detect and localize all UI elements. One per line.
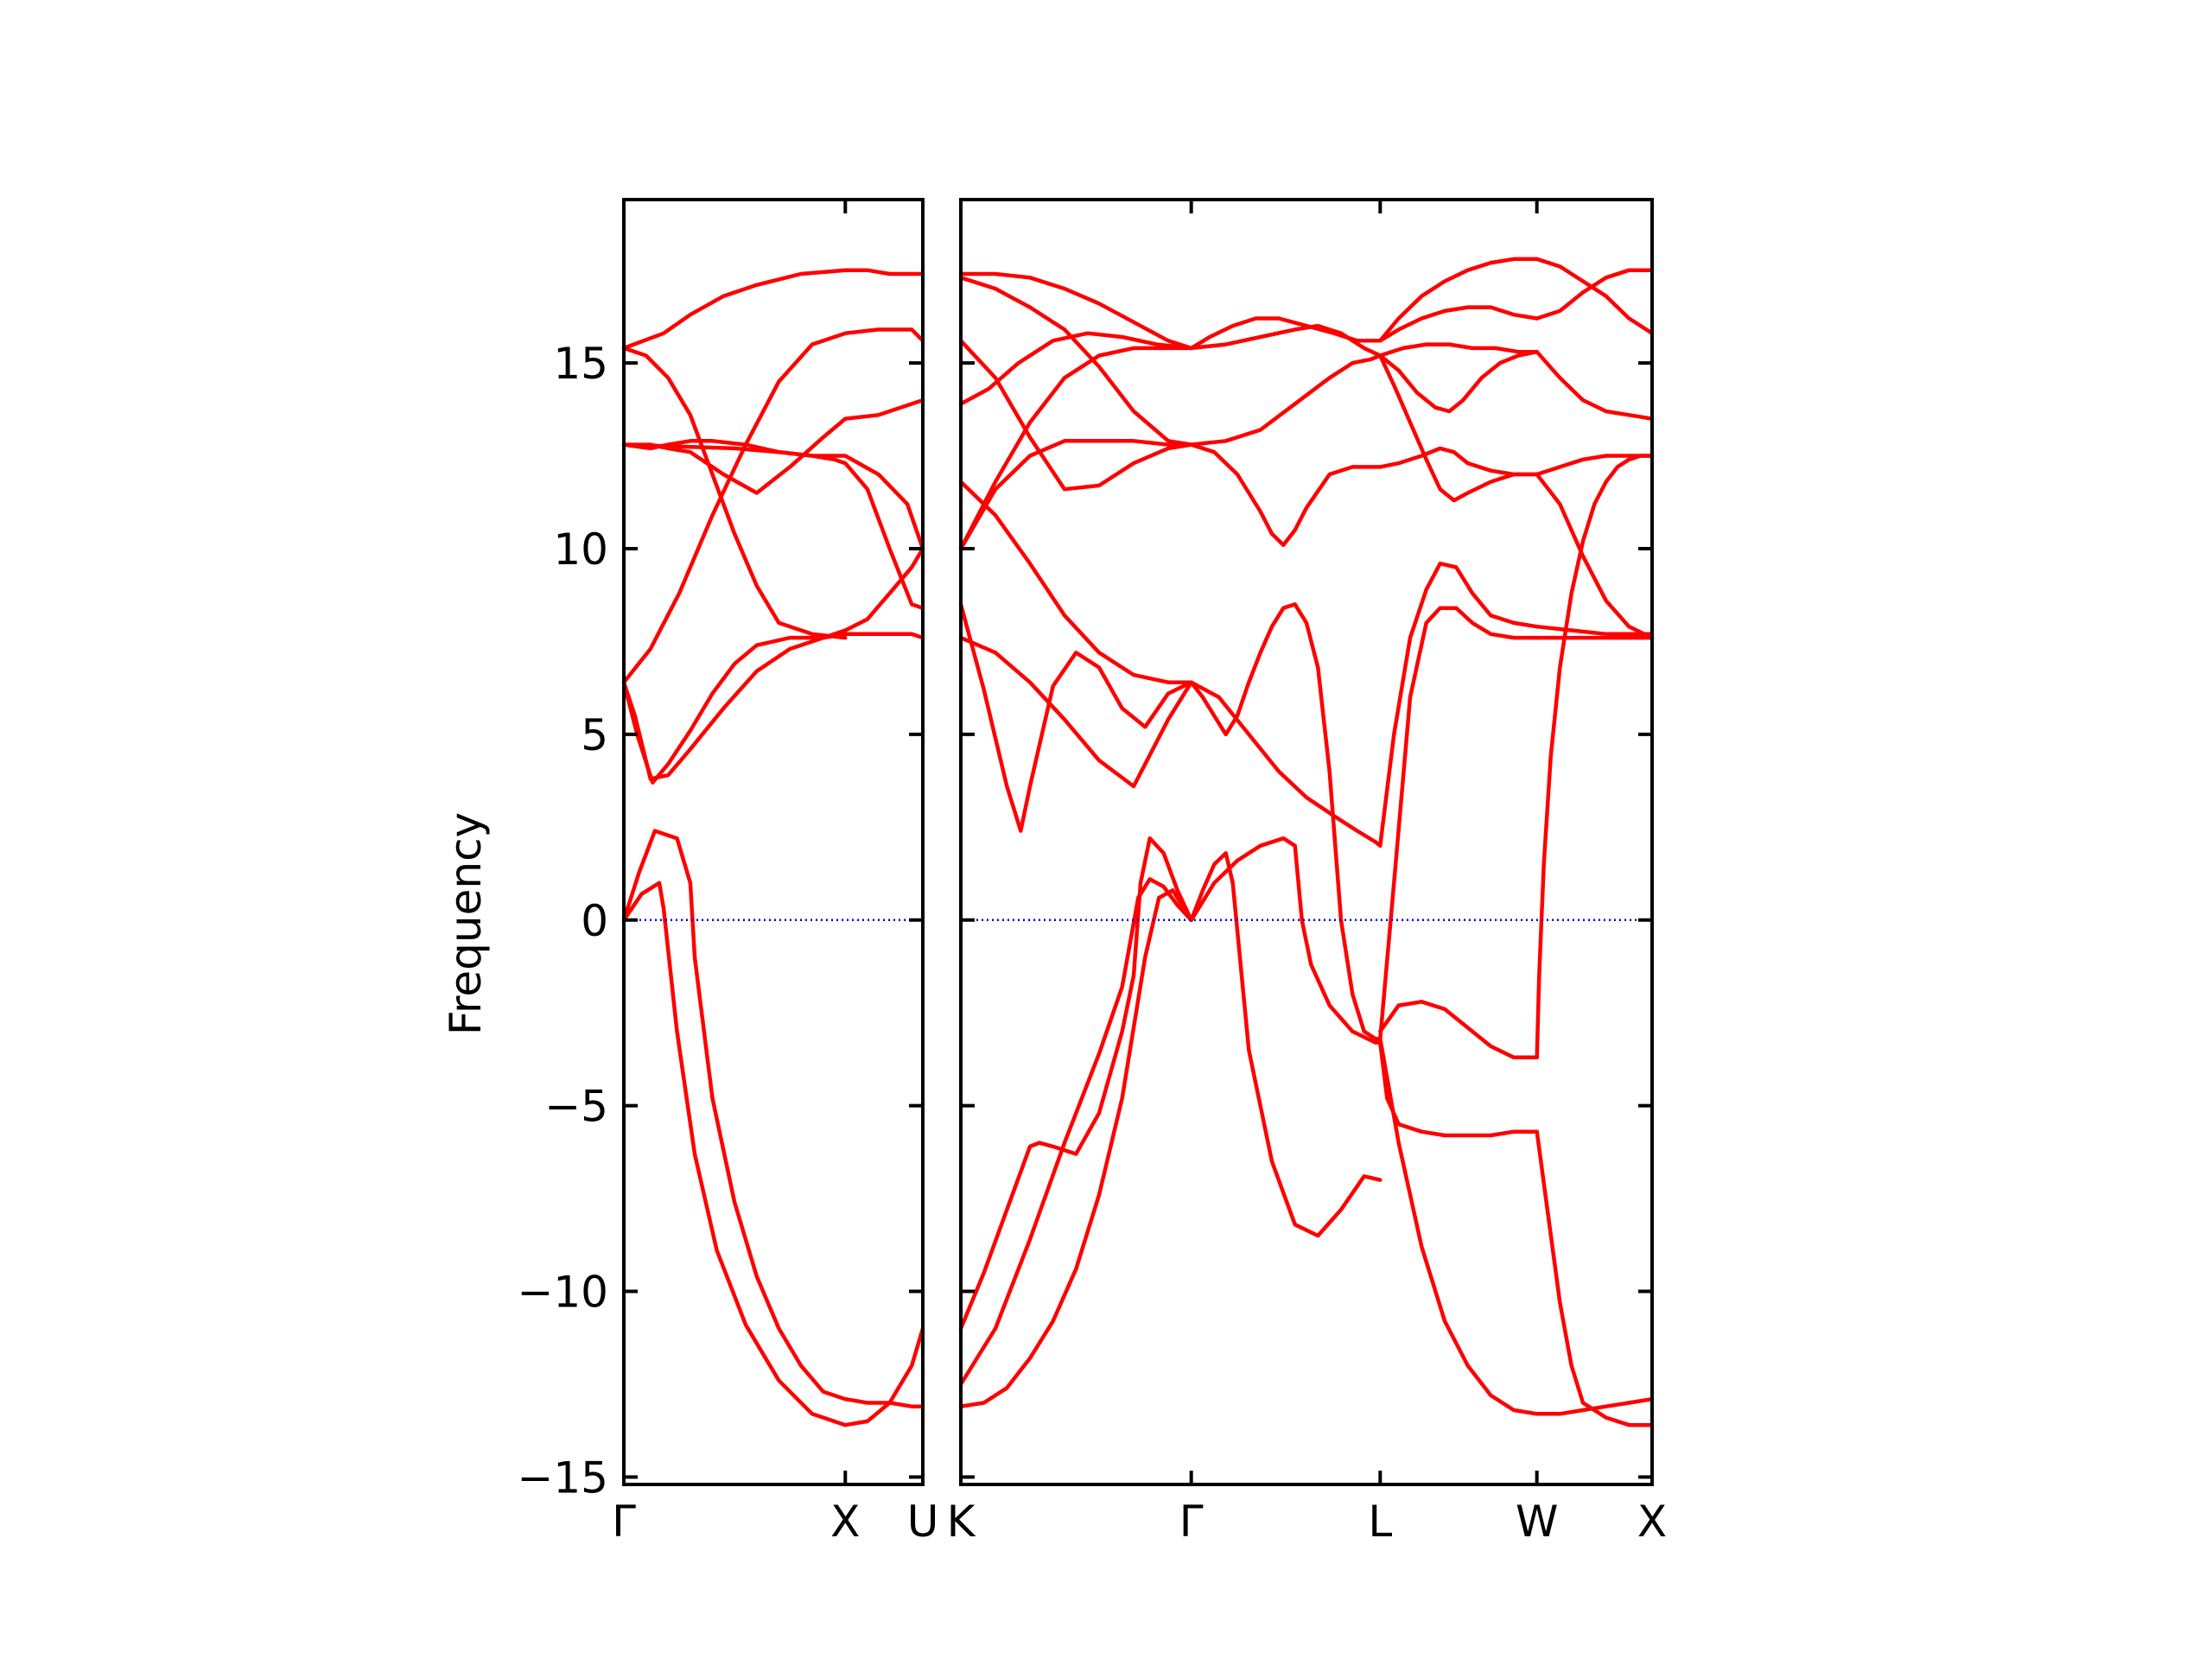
ytick-label-1: −10 <box>517 1268 608 1318</box>
panel-2-band-17 <box>1189 836 1382 1045</box>
panel-2-band-37 <box>1535 1129 1655 1427</box>
ytick-label-2: −5 <box>544 1082 608 1132</box>
panel-1-bands <box>621 268 925 1427</box>
panel-1-xtick-label-2: U <box>907 1497 939 1547</box>
panel-2-band-29 <box>1535 257 1655 335</box>
panel-1-band-6 <box>621 442 925 610</box>
panel-1-band-4 <box>621 439 925 551</box>
panel-2-xtick-label-0: K <box>947 1497 976 1547</box>
panel-2-bands <box>958 257 1655 1427</box>
y-axis-label: Frequency <box>441 812 491 1035</box>
panel-2-band-30 <box>1535 268 1655 321</box>
panel-2-band-35 <box>1535 454 1655 1060</box>
panel-1-band-9 <box>621 829 925 1408</box>
panel-2-band-5 <box>958 346 1193 551</box>
panel-frames <box>622 198 1654 1486</box>
panel-1-band-1 <box>621 268 925 351</box>
panel-1-band-8 <box>621 632 925 785</box>
panel-2-band-28 <box>1378 1037 1539 1416</box>
panel-2-band-23 <box>1378 446 1539 477</box>
ytick-label-6: 15 <box>553 339 608 389</box>
panel-1-band-10 <box>621 880 925 1427</box>
panel-2-band-1 <box>958 271 1193 351</box>
panel-2-band-6 <box>958 439 1193 551</box>
panel-1-band-3 <box>621 327 925 684</box>
panel-1-frame <box>622 198 925 1486</box>
panel-2-band-16 <box>1189 851 1382 1238</box>
ytick-label-5: 10 <box>553 524 608 575</box>
panel-2-band-14 <box>1189 602 1382 1041</box>
panel-2-xtick-label-2: L <box>1368 1497 1392 1547</box>
panel-2-band-13 <box>1189 442 1382 547</box>
panel-2-band-21 <box>1378 349 1539 414</box>
panel-2-band-26 <box>1378 1000 1539 1060</box>
panel-2-band-32 <box>1535 472 1655 640</box>
panel-1-xtick-label-0: Γ <box>612 1497 636 1547</box>
panel-2-band-11 <box>1189 323 1382 358</box>
panel-2-band-8 <box>958 602 1193 833</box>
axis-ticks <box>622 200 1654 1484</box>
ytick-label-4: 5 <box>581 710 608 760</box>
ytick-label-3: 0 <box>581 896 608 946</box>
panel-2-band-9 <box>958 635 1193 789</box>
panel-2-band-4 <box>958 331 1193 406</box>
panel-2-band-7 <box>958 480 1193 684</box>
panel-1-band-2 <box>621 346 848 640</box>
panel-2-band-39 <box>958 836 1193 1331</box>
panel-2-band-20 <box>1378 342 1539 358</box>
panel-2-band-25 <box>1378 606 1539 1041</box>
panel-2-band-41 <box>958 888 1193 1408</box>
panel-2-band-19 <box>1378 305 1539 343</box>
panel-2-frame <box>959 198 1654 1486</box>
panel-2-band-36 <box>1535 454 1655 477</box>
panel-2-xtick-label-3: W <box>1516 1497 1558 1547</box>
ytick-label-0: −15 <box>517 1452 608 1503</box>
panel-2-band-15 <box>1189 680 1382 849</box>
panel-2-band-31 <box>1535 349 1655 421</box>
panel-2-band-12 <box>1189 353 1382 447</box>
panel-2-band-40 <box>958 877 1193 1387</box>
panel-2-band-18 <box>1378 257 1539 343</box>
panel-2-band-34 <box>1535 624 1655 637</box>
panel-2-band-24 <box>1378 561 1539 849</box>
panel-2-band-3 <box>958 339 1193 492</box>
panel-2-band-38 <box>1535 1396 1655 1416</box>
panel-2-xtick-label-1: Γ <box>1179 1497 1204 1547</box>
panel-2-band-2 <box>958 276 1193 447</box>
panel-2-xtick-label-4: X <box>1637 1497 1667 1547</box>
panel-1-xtick-label-1: X <box>830 1497 860 1547</box>
panel-2-band-22 <box>1378 353 1539 503</box>
panel-1-band-7 <box>621 546 925 781</box>
